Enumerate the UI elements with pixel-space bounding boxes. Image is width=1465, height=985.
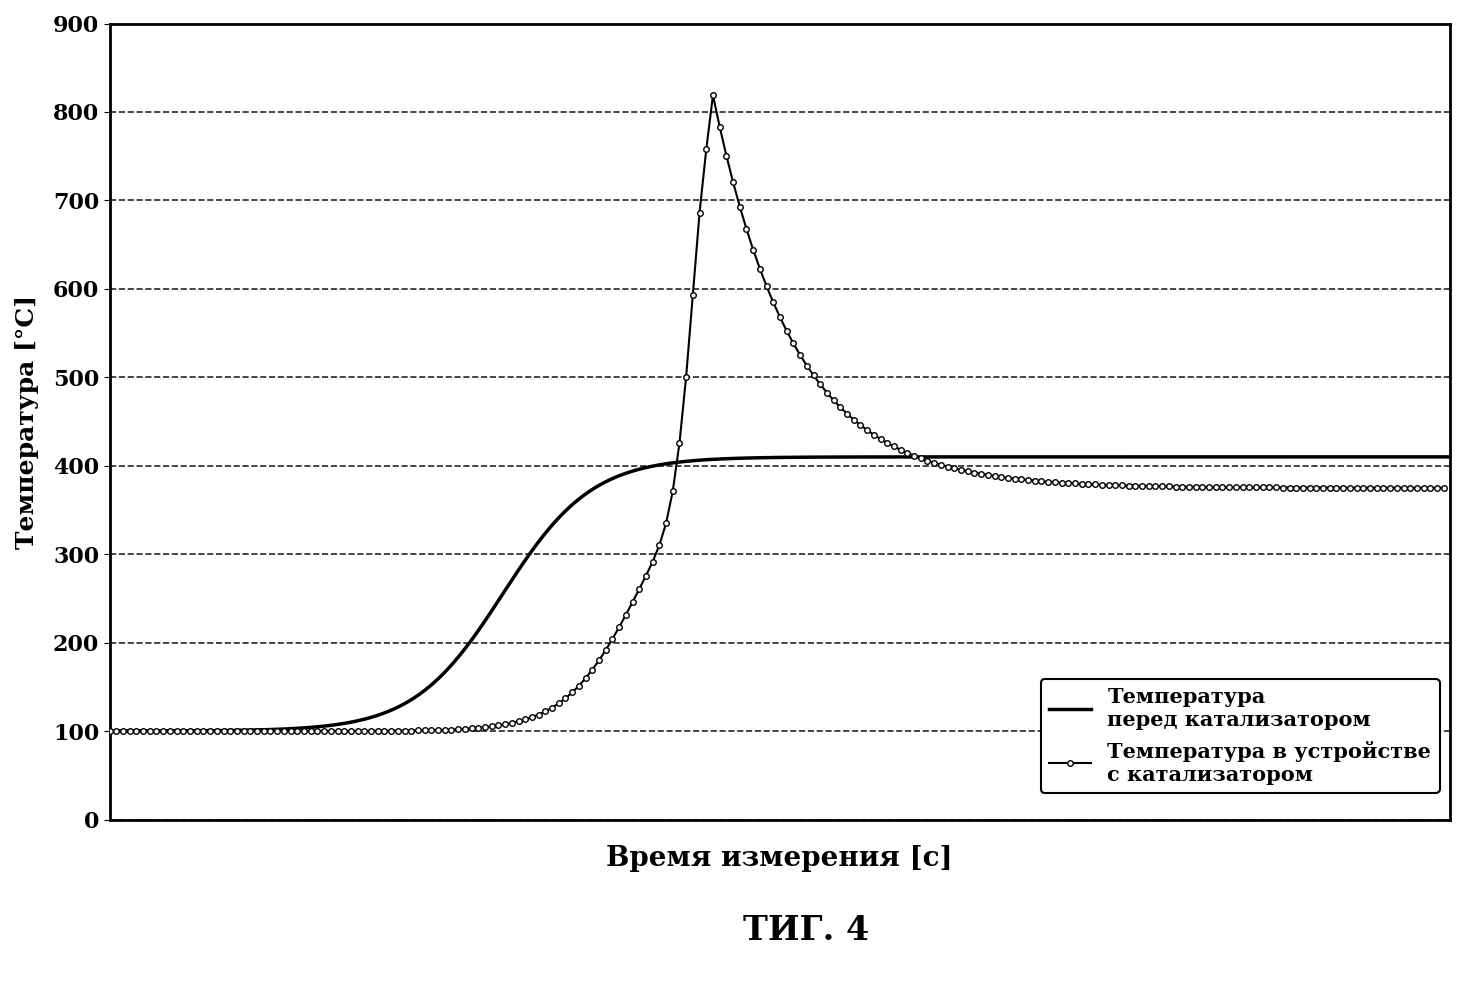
Legend: Температура
перед катализатором, Температура в устройстве
с катализатором: Температура перед катализатором, Темпера… [1040,679,1440,793]
Y-axis label: Температура [°С]: Температура [°С] [15,295,40,549]
X-axis label: Время измерения [с]: Время измерения [с] [607,844,954,872]
Text: ΤИГ. 4: ΤИГ. 4 [743,914,869,948]
